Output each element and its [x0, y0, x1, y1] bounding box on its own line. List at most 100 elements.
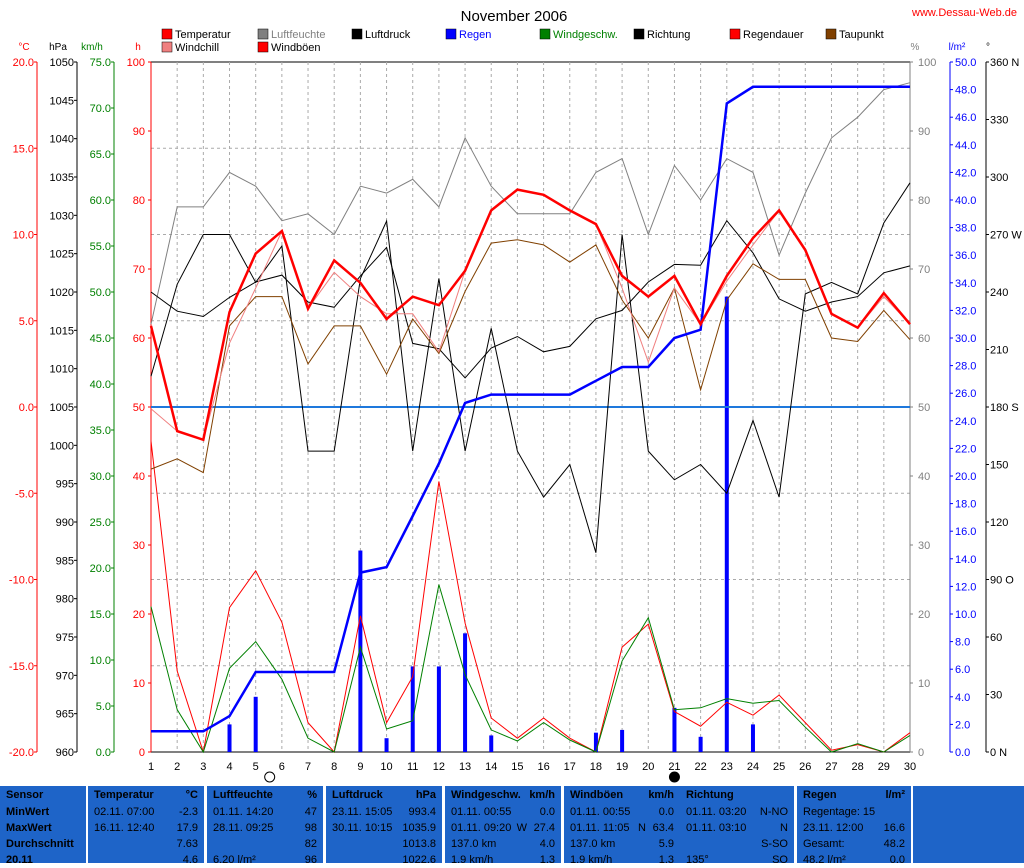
axis-tick-label: 45.0 — [90, 333, 111, 345]
axis-tick-label: 80 — [918, 195, 930, 207]
axis-tick-label: 8.0 — [955, 637, 970, 649]
axis-tick-label: 30 — [918, 540, 930, 552]
axis-tick-label: 15.0 — [90, 609, 111, 621]
stat-box-pressure: Luftdruck hPa 23.11. 15:05 993.4 30.11. 10:1… — [326, 786, 442, 866]
axis-tick-label: 40 — [918, 471, 930, 483]
stat-cell: 1.3 — [539, 854, 555, 866]
series-line — [150, 219, 911, 379]
axis-tick-label: 240 — [990, 287, 1008, 299]
axis-tick-label: 10.0 — [90, 655, 111, 667]
stat-row: 7.63 — [88, 836, 204, 852]
stat-cell: W — [516, 822, 527, 834]
axis-tick-label: 20 — [918, 609, 930, 621]
axis-tick-label: 1035 — [50, 172, 74, 184]
stat-cell: 63.4 — [652, 822, 674, 834]
rain-bar — [750, 724, 755, 752]
axis-unit: ° — [986, 42, 990, 53]
stat-cell: N — [780, 822, 788, 834]
axis-tick-label: 44.0 — [955, 140, 976, 152]
site-link[interactable]: www.Dessau-Web.de — [911, 7, 1017, 19]
stat-row: 01.11. 11:05 N 63.4 — [564, 820, 680, 836]
stat-cell: 02.11. 07:00 — [94, 806, 155, 818]
axis-tick-label: 18.0 — [955, 499, 976, 511]
axis-tick-label: 80 — [133, 195, 145, 207]
stat-row: 1.9 km/h 1.3 — [445, 852, 561, 868]
stat-title: Temperatur — [94, 789, 154, 801]
legend-label: Windchill — [175, 42, 219, 54]
stat-box-rain: Regen l/m² Regentage: 15 23.11. 12:00 16.6 Ge… — [797, 786, 911, 866]
stat-cell: 1022.6 — [402, 854, 436, 866]
stat-cell: 0.0 — [889, 854, 905, 866]
legend-swatch — [257, 41, 269, 53]
rain-bar — [384, 738, 389, 752]
axis-tick-label: 25.0 — [90, 517, 111, 529]
axis-tick-label: 50 — [918, 402, 930, 414]
stat-cell: 1.9 km/h — [570, 854, 613, 866]
axis-tick-label: 24.0 — [955, 416, 976, 428]
x-axis: 1 2 3 4 5 6 7 8 9 10 11 12 13 14 15 16 17 18 19 20 21 22 23 24 2… — [148, 761, 916, 773]
stat-unit: l/m² — [885, 789, 905, 801]
axis-tick-label: 20.0 — [90, 563, 111, 575]
axis-unit: h — [135, 42, 141, 53]
stat-cell: N-NO — [759, 806, 788, 818]
stat-cell: 1035.9 — [402, 822, 436, 834]
stat-cell: 23.11. 12:00 — [803, 822, 864, 834]
axis-tick-label: 120 — [990, 517, 1008, 529]
day-label: 20.11 — [6, 854, 33, 866]
axis-tick-label: 180 S — [990, 402, 1019, 414]
x-tick-label: 18 — [590, 761, 602, 773]
stat-cell: 5.9 — [658, 838, 674, 850]
stat-row: 01.11. 14:20 47 — [207, 804, 323, 820]
axis-tick-label: 970 — [56, 670, 74, 682]
axis-tick-label: 75.0 — [90, 57, 111, 69]
stat-row: 135° SO — [680, 852, 794, 868]
x-tick-label: 17 — [564, 761, 576, 773]
x-tick-label: 16 — [537, 761, 549, 773]
axis-unit: km/h — [81, 42, 103, 53]
rain-bar — [436, 666, 441, 752]
stat-row: 1022.6 — [326, 852, 442, 868]
axis-tick-label: 20.0 — [955, 471, 976, 483]
legend-swatch — [161, 41, 173, 53]
x-tick-label: 11 — [407, 761, 418, 773]
axis-tick-label: 90 O — [990, 575, 1014, 587]
axis-tick-label: 1005 — [50, 402, 74, 414]
axis-tick-label: 30.0 — [955, 333, 976, 345]
stat-row: Gesamt: 48.2 — [797, 836, 911, 852]
stat-cell: 17.9 — [176, 822, 198, 834]
x-tick-label: 28 — [852, 761, 864, 773]
series-line — [150, 239, 911, 474]
x-tick-label: 27 — [825, 761, 837, 773]
stat-cell: 27.4 — [533, 822, 555, 834]
x-tick-label: 29 — [878, 761, 890, 773]
stat-row: 1013.8 — [326, 836, 442, 852]
stat-cell: 16.11. 12:40 — [94, 822, 155, 834]
stat-row: 48.2 l/m² 0.0 — [797, 852, 911, 868]
stat-row: 82 — [207, 836, 323, 852]
stat-row: 4.6 — [88, 852, 204, 868]
x-tick-label: 19 — [616, 761, 628, 773]
axis-tick-label: 70.0 — [90, 103, 111, 115]
stat-cell: 23.11. 15:05 — [332, 806, 393, 818]
axis-unit: % — [911, 42, 920, 53]
axis-tick-label: 90 — [918, 126, 930, 138]
stat-unit: km/h — [648, 789, 674, 801]
stat-cell: Gesamt: — [803, 838, 845, 850]
axis-tick-label: 975 — [56, 632, 74, 644]
axis-tick-label: 995 — [56, 479, 74, 491]
legend-swatch — [445, 28, 457, 40]
stat-box-gusts: Windböen km/h 01.11. 00:55 0.0 01.11. 11:05 N… — [564, 786, 680, 866]
stat-cell: 7.63 — [176, 838, 198, 850]
stat-cell: -2.3 — [179, 806, 198, 818]
axis-tick-label: 0 — [139, 747, 145, 759]
axis-tick-label: 16.0 — [955, 526, 976, 538]
stat-row: 1.9 km/h 1.3 — [564, 852, 680, 868]
stat-cell: 1.9 km/h — [451, 854, 494, 866]
axis-tick-label: 0.0 — [96, 747, 111, 759]
axis-tick-label: 210 — [990, 345, 1008, 357]
rain-bar — [489, 735, 494, 752]
axis-tick-label: 30 — [990, 690, 1002, 702]
stat-cell: 135° — [686, 854, 709, 866]
series-line — [150, 82, 911, 325]
